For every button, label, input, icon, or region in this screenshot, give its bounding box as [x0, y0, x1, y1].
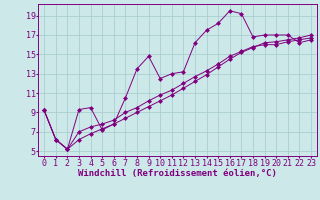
X-axis label: Windchill (Refroidissement éolien,°C): Windchill (Refroidissement éolien,°C)	[78, 169, 277, 178]
